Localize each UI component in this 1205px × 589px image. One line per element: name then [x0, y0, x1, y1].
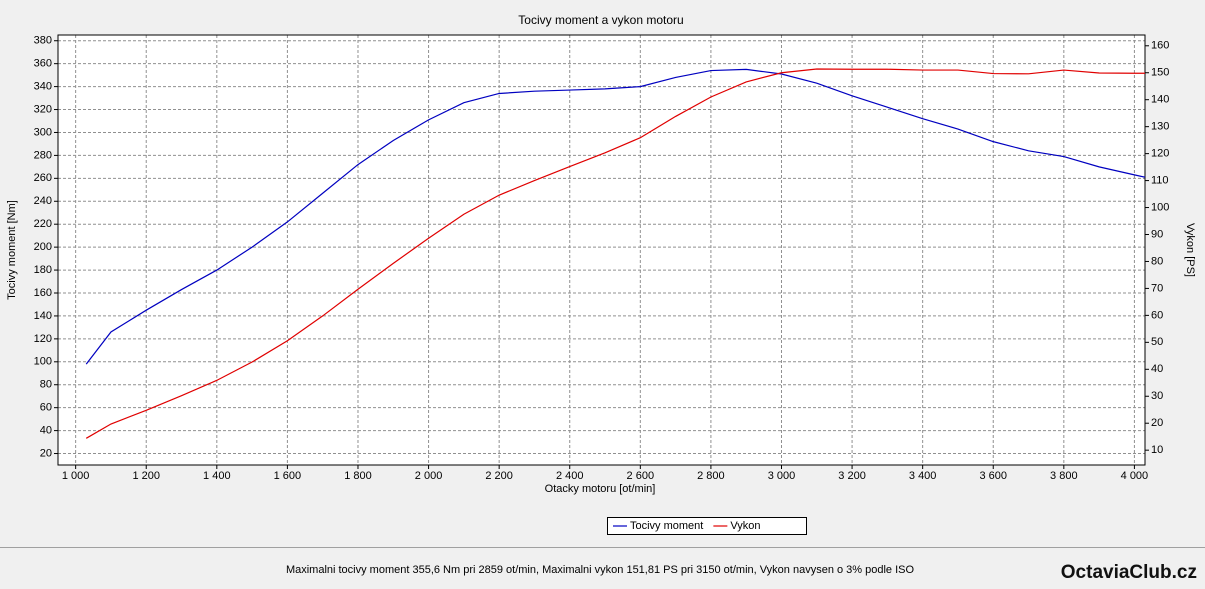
- y2-axis-label: Vykon [PS]: [1184, 223, 1196, 277]
- y2-tick-label: 140: [1151, 94, 1169, 106]
- y-tick-label: 160: [34, 287, 52, 299]
- y-tick-label: 120: [34, 333, 52, 345]
- x-tick-label: 3 200: [838, 470, 866, 482]
- y-tick-label: 340: [34, 81, 52, 93]
- x-axis-label: Otacky motoru [ot/min]: [545, 483, 656, 495]
- y-tick-label: 180: [34, 264, 52, 276]
- y-tick-label: 80: [40, 379, 52, 391]
- y-axis-label: Tocivy moment [Nm]: [6, 200, 18, 300]
- y-tick-label: 360: [34, 58, 52, 70]
- legend: [607, 517, 807, 535]
- plot-area: [58, 35, 1145, 465]
- y2-tick-label: 10: [1151, 444, 1163, 456]
- x-tick-label: 3 000: [768, 470, 796, 482]
- x-tick-label: 3 600: [979, 470, 1007, 482]
- y-tick-label: 60: [40, 402, 52, 414]
- y-tick-label: 140: [34, 310, 52, 322]
- y2-tick-label: 150: [1151, 67, 1169, 79]
- y2-tick-label: 60: [1151, 309, 1163, 321]
- y-tick-label: 260: [34, 172, 52, 184]
- y-tick-label: 300: [34, 126, 52, 138]
- x-tick-label: 3 800: [1050, 470, 1078, 482]
- y-tick-label: 280: [34, 149, 52, 161]
- y2-tick-label: 120: [1151, 148, 1169, 160]
- y-tick-label: 220: [34, 218, 52, 230]
- y-tick-label: 200: [34, 241, 52, 253]
- x-tick-label: 2 400: [556, 470, 584, 482]
- y2-tick-label: 100: [1151, 201, 1169, 213]
- x-tick-label: 2 600: [627, 470, 655, 482]
- footer-note: Maximalni tocivy moment 355,6 Nm pri 285…: [286, 564, 915, 576]
- x-tick-label: 2 200: [485, 470, 513, 482]
- x-tick-label: 2 800: [697, 470, 725, 482]
- series-line: [85, 68, 1145, 439]
- y-tick-label: 380: [34, 35, 52, 47]
- y2-tick-label: 20: [1151, 417, 1163, 429]
- x-tick-label: 3 400: [909, 470, 937, 482]
- y2-tick-label: 160: [1151, 40, 1169, 52]
- x-tick-label: 1 200: [132, 470, 160, 482]
- y2-tick-label: 70: [1151, 282, 1163, 294]
- y2-tick-label: 80: [1151, 255, 1163, 267]
- y2-tick-label: 130: [1151, 121, 1169, 133]
- x-tick-label: 1 800: [344, 470, 372, 482]
- legend-label: Tocivy moment: [630, 520, 703, 532]
- y2-tick-label: 30: [1151, 390, 1163, 402]
- legend-label: Vykon: [730, 520, 760, 532]
- brand: OctaviaClub.cz: [1061, 562, 1197, 583]
- y2-tick-label: 50: [1151, 336, 1163, 348]
- x-tick-label: 2 000: [415, 470, 443, 482]
- y-tick-label: 40: [40, 425, 52, 437]
- x-tick-label: 4 000: [1121, 470, 1149, 482]
- y-tick-label: 320: [34, 103, 52, 115]
- y2-tick-label: 90: [1151, 228, 1163, 240]
- x-tick-label: 1 400: [203, 470, 231, 482]
- series-line: [85, 68, 1146, 365]
- plot-border: [57, 34, 1146, 466]
- chart-title: Tocivy moment a vykon motoru: [518, 13, 683, 27]
- y2-tick-label: 40: [1151, 363, 1163, 375]
- y-tick-label: 20: [40, 447, 52, 459]
- x-tick-label: 1 600: [274, 470, 302, 482]
- y-tick-label: 240: [34, 195, 52, 207]
- y2-tick-label: 110: [1151, 174, 1169, 186]
- x-tick-label: 1 000: [62, 470, 90, 482]
- y-tick-label: 100: [34, 356, 52, 368]
